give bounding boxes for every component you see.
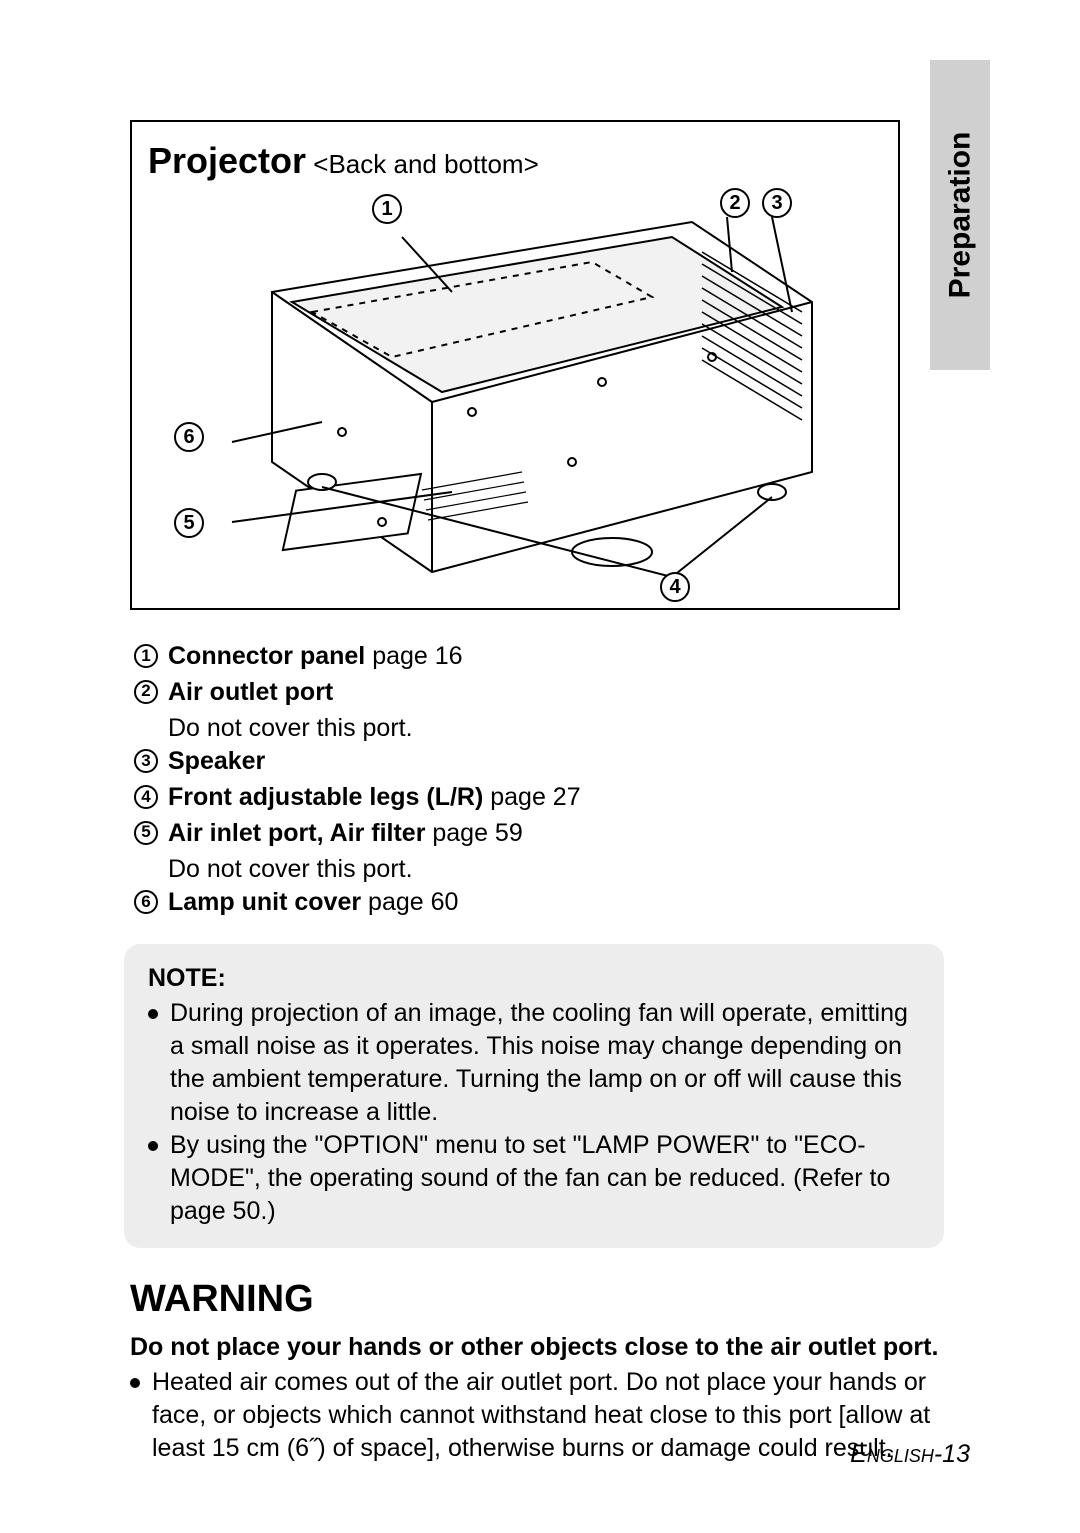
legend-num: 2 [134,680,158,704]
legend-item: 2 Air outlet port [134,676,972,710]
legend-item: 4 Front adjustable legs (L/R) page 27 [134,781,972,815]
footer-lang: English [850,1440,934,1468]
diagram-box: Projector <Back and bottom> [130,120,900,610]
diagram-title-main: Projector [148,140,306,181]
warning-subheading: Do not place your hands or other objects… [130,1333,972,1362]
diagram-title-sub: <Back and bottom> [313,149,538,179]
legend-num: 3 [134,749,158,773]
callout-3: 3 [762,188,792,218]
callout-6: 6 [174,422,204,452]
legend-item: 6 Lamp unit cover page 60 [134,886,972,920]
legend-num: 6 [134,890,158,914]
callout-2: 2 [720,188,750,218]
callout-1: 1 [372,194,402,224]
note-title: NOTE: [148,962,920,995]
legend-list: 1 Connector panel page 16 2 Air outlet p… [130,640,972,920]
legend-num: 1 [134,644,158,668]
warning-item: Heated air comes out of the air outlet p… [130,1366,972,1465]
legend-subtext: Do not cover this port. [168,712,972,746]
warning-heading: WARNING [130,1278,972,1321]
page-content: Projector <Back and bottom> [0,0,1080,1533]
projector-illustration [172,182,872,602]
diagram-title: Projector <Back and bottom> [148,140,539,182]
note-box: NOTE: During projection of an image, the… [124,944,944,1248]
note-item: During projection of an image, the cooli… [148,997,920,1129]
callout-5: 5 [174,508,204,538]
legend-item: 5 Air inlet port, Air filter page 59 [134,817,972,851]
legend-item: 3 Speaker [134,745,972,779]
page-footer: English-13 [850,1440,970,1469]
legend-item: 1 Connector panel page 16 [134,640,972,674]
note-item: By using the "OPTION" menu to set "LAMP … [148,1129,920,1228]
callout-4: 4 [660,572,690,602]
legend-subtext: Do not cover this port. [168,853,972,887]
legend-num: 4 [134,785,158,809]
legend-num: 5 [134,821,158,845]
footer-page: -13 [934,1440,970,1468]
